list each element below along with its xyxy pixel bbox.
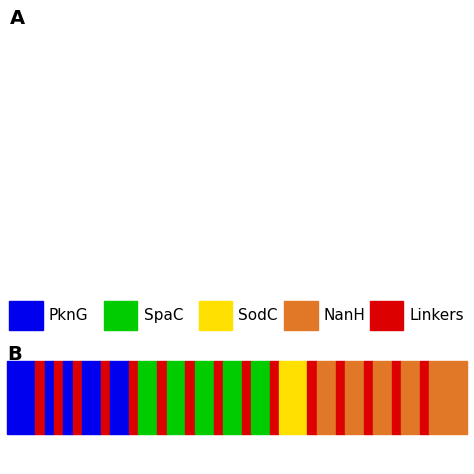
- Bar: [167, 361, 185, 434]
- Text: NanH: NanH: [324, 308, 365, 323]
- Bar: [279, 361, 307, 434]
- Bar: [307, 361, 317, 434]
- Bar: [199, 301, 232, 330]
- Bar: [35, 361, 45, 434]
- Bar: [82, 361, 101, 434]
- Bar: [185, 361, 195, 434]
- Bar: [317, 361, 336, 434]
- Bar: [223, 361, 242, 434]
- Bar: [110, 361, 129, 434]
- Bar: [270, 361, 279, 434]
- Bar: [429, 361, 467, 434]
- Bar: [7, 361, 35, 434]
- Text: Linkers: Linkers: [409, 308, 464, 323]
- Bar: [370, 301, 403, 330]
- Bar: [336, 361, 345, 434]
- Bar: [373, 361, 392, 434]
- Text: A: A: [9, 9, 25, 27]
- Bar: [64, 361, 73, 434]
- Bar: [251, 361, 270, 434]
- Bar: [45, 361, 54, 434]
- Bar: [101, 361, 110, 434]
- Bar: [157, 361, 167, 434]
- Text: SpaC: SpaC: [144, 308, 183, 323]
- Bar: [129, 361, 138, 434]
- Bar: [364, 361, 373, 434]
- Bar: [214, 361, 223, 434]
- Bar: [138, 361, 157, 434]
- Bar: [420, 361, 429, 434]
- Text: SodC: SodC: [238, 308, 278, 323]
- Bar: [9, 301, 43, 330]
- Bar: [73, 361, 82, 434]
- Text: PknG: PknG: [49, 308, 89, 323]
- Bar: [104, 301, 137, 330]
- Text: B: B: [7, 345, 22, 364]
- Bar: [195, 361, 214, 434]
- Bar: [242, 361, 251, 434]
- Bar: [401, 361, 420, 434]
- Bar: [54, 361, 64, 434]
- Bar: [392, 361, 401, 434]
- Bar: [345, 361, 364, 434]
- Bar: [284, 301, 318, 330]
